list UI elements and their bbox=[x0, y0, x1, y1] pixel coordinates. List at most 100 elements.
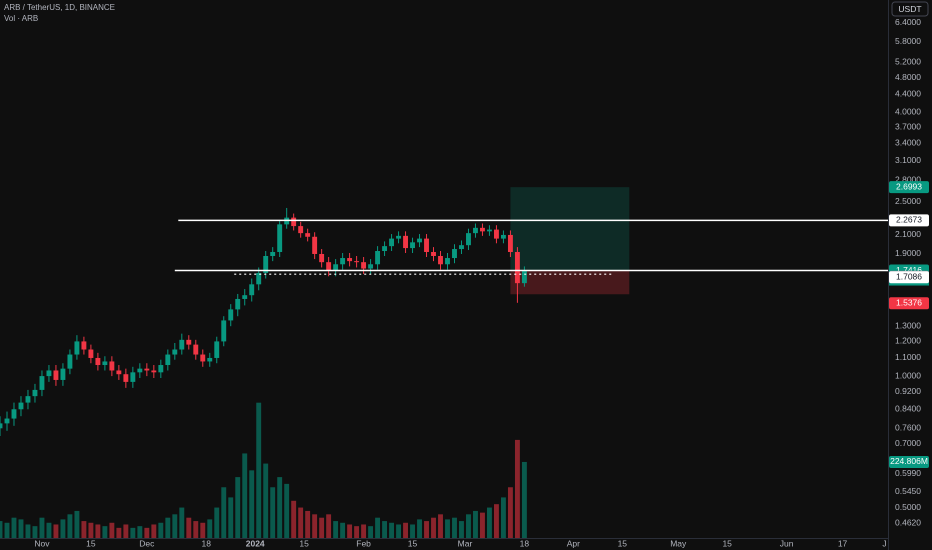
volume-bar bbox=[207, 519, 213, 538]
volume-bar bbox=[312, 514, 318, 538]
y-tick-label: 1.1000 bbox=[895, 352, 921, 362]
stop-label: 1.5376 bbox=[896, 298, 922, 308]
volume-bar bbox=[186, 517, 192, 538]
y-tick-label: 0.7000 bbox=[895, 438, 921, 448]
volume-label: 224.806M bbox=[890, 456, 928, 466]
x-tick-label: May bbox=[670, 538, 687, 548]
volume-bar bbox=[431, 517, 436, 538]
y-tick-label: 3.1000 bbox=[895, 155, 921, 165]
candle-body bbox=[326, 262, 332, 271]
volume-bar bbox=[256, 402, 262, 538]
candle-body bbox=[109, 361, 115, 371]
candle-body bbox=[389, 238, 395, 247]
volume-bar bbox=[144, 527, 150, 538]
y-tick-label: 4.0000 bbox=[895, 107, 921, 117]
candle-body bbox=[424, 238, 429, 252]
volume-bar bbox=[4, 522, 10, 538]
x-tick-label: Nov bbox=[34, 538, 50, 548]
candle-body bbox=[333, 264, 339, 271]
candle-body bbox=[270, 251, 276, 257]
candle-body bbox=[417, 238, 422, 243]
volume-bar bbox=[249, 470, 255, 538]
candle-body bbox=[410, 242, 415, 249]
y-tick-label: 1.0000 bbox=[895, 370, 921, 380]
candle-body bbox=[500, 234, 506, 239]
currency-label[interactable]: USDT bbox=[898, 4, 921, 14]
volume-bar bbox=[263, 463, 269, 538]
candle-body bbox=[466, 233, 471, 246]
stop-label-bg bbox=[889, 297, 929, 310]
chart-title: ARB / TetherUS, 1D, BINANCE bbox=[4, 3, 115, 12]
candle-body bbox=[88, 349, 94, 358]
y-tick-label: 0.5990 bbox=[895, 468, 921, 478]
volume-bar bbox=[480, 512, 485, 538]
volume-label-bg bbox=[889, 455, 929, 468]
volume-bar bbox=[326, 514, 332, 538]
y-tick-label: 3.4000 bbox=[895, 138, 921, 148]
volume-bar bbox=[466, 514, 471, 538]
candle-body bbox=[158, 365, 164, 373]
candle-body bbox=[305, 233, 311, 237]
y-tick-label: 0.5000 bbox=[895, 502, 921, 512]
candle-body bbox=[514, 251, 520, 284]
volume-bar bbox=[25, 524, 31, 538]
candle-body bbox=[473, 227, 478, 234]
candle-body bbox=[95, 357, 101, 366]
candle-body bbox=[319, 253, 325, 263]
volume-title: Vol · ARB bbox=[4, 14, 38, 23]
volume-bar bbox=[11, 517, 17, 538]
candle-body bbox=[46, 370, 52, 377]
y-tick-label: 2.5000 bbox=[895, 196, 921, 206]
volume-bar bbox=[0, 521, 3, 538]
candle-body bbox=[60, 368, 66, 380]
candle-body bbox=[242, 295, 248, 299]
volume-bar bbox=[270, 487, 276, 538]
candle-body bbox=[172, 349, 178, 355]
currency-button[interactable] bbox=[891, 1, 929, 17]
candle-body bbox=[493, 229, 499, 239]
volume-bar bbox=[375, 517, 381, 538]
candle-body bbox=[228, 309, 234, 321]
candle-body bbox=[249, 284, 255, 296]
support-label-bg bbox=[889, 271, 929, 284]
candle-body bbox=[32, 389, 38, 397]
y-tick-label: 1.2000 bbox=[895, 336, 921, 346]
y-tick-label: 1.3000 bbox=[895, 320, 921, 330]
volume-bar bbox=[445, 519, 450, 538]
x-tick-label: 2024 bbox=[246, 538, 265, 548]
volume-bar bbox=[284, 483, 290, 538]
candle-body bbox=[186, 339, 192, 345]
volume-bar bbox=[340, 522, 346, 538]
candle-body bbox=[144, 368, 150, 371]
candle-body bbox=[165, 354, 171, 366]
candle-body bbox=[396, 235, 401, 239]
volume-bar bbox=[67, 514, 73, 538]
volume-bar bbox=[46, 522, 52, 538]
y-tick-label: 6.4000 bbox=[895, 17, 921, 27]
candle-body bbox=[291, 217, 297, 227]
volume-bar bbox=[18, 519, 24, 538]
volume-bar bbox=[130, 527, 136, 538]
last-price-label: 1.7416 bbox=[896, 265, 922, 275]
candle-body bbox=[123, 374, 129, 382]
candle-body bbox=[298, 226, 304, 234]
candle-body bbox=[445, 258, 450, 265]
candle-body bbox=[347, 258, 353, 262]
y-tick-label: 5.2000 bbox=[895, 57, 921, 67]
candle-body bbox=[438, 256, 443, 265]
x-tick-label: 15 bbox=[408, 538, 418, 548]
volume-bar bbox=[60, 519, 66, 538]
volume-bar bbox=[165, 517, 171, 538]
volume-bar bbox=[172, 514, 178, 538]
x-tick-label: J bbox=[882, 538, 886, 548]
x-tick-label: 15 bbox=[722, 538, 732, 548]
volume-bar bbox=[116, 527, 122, 538]
x-tick-label: 15 bbox=[299, 538, 309, 548]
volume-bar bbox=[403, 522, 408, 538]
x-tick-label: Dec bbox=[139, 538, 155, 548]
y-tick-label: 0.7600 bbox=[895, 423, 921, 433]
volume-bar bbox=[228, 497, 234, 538]
x-tick-label: Mar bbox=[458, 538, 473, 548]
